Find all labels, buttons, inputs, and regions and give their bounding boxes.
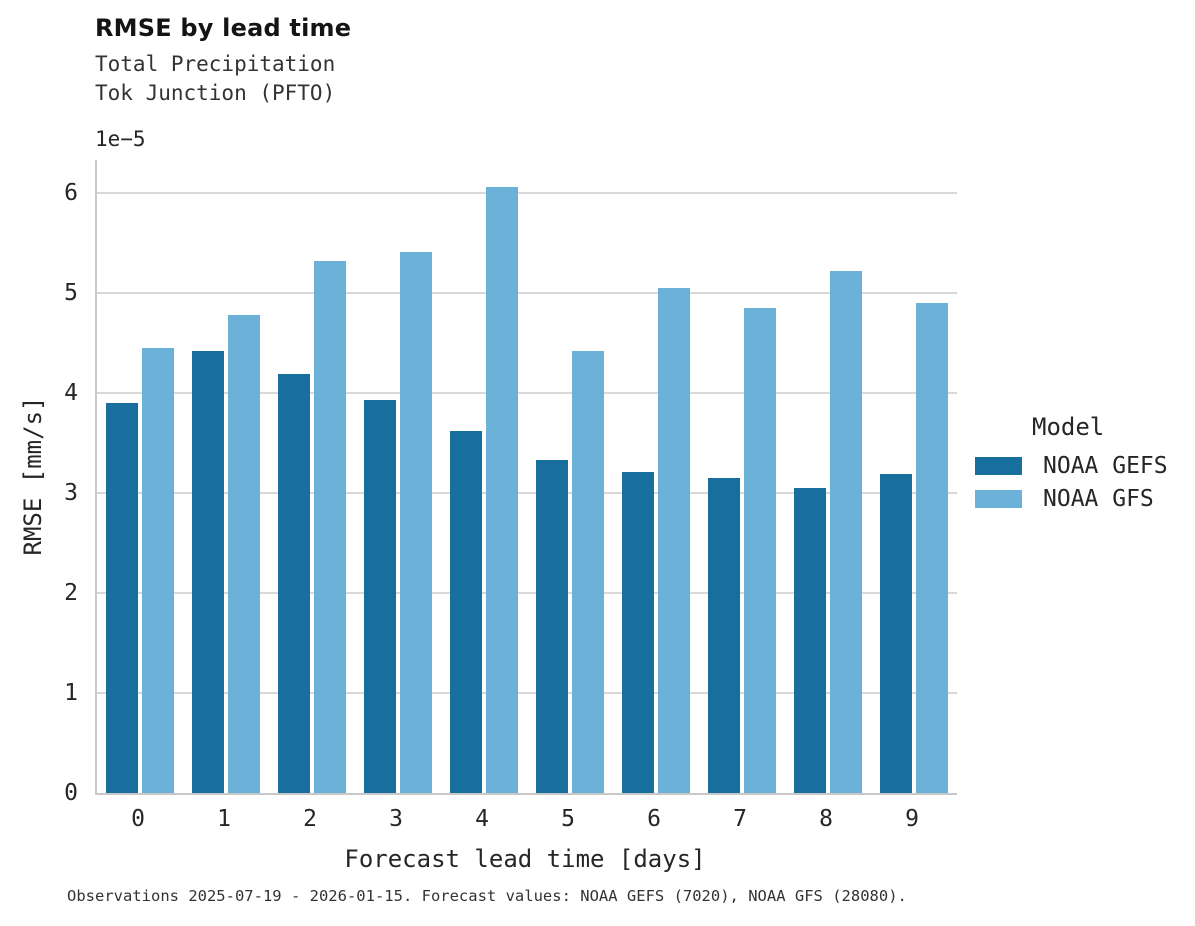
bar-noaa-gefs-lead-7 <box>708 478 740 793</box>
x-tick-label: 1 <box>217 806 231 832</box>
x-tick-label: 6 <box>647 806 661 832</box>
legend-entry-noaa-gefs: NOAA GEFS <box>975 449 1168 482</box>
y-tick-label: 0 <box>64 780 78 806</box>
bar-group-lead-7 <box>699 160 785 793</box>
x-tick-label: 8 <box>819 806 833 832</box>
legend-title: Model <box>1032 413 1105 441</box>
x-tick-label: 3 <box>389 806 403 832</box>
bar-noaa-gefs-lead-4 <box>450 431 482 793</box>
y-tick-label: 1 <box>64 680 78 706</box>
bar-noaa-gfs-lead-4 <box>486 187 518 793</box>
y-tick-label: 6 <box>64 180 78 206</box>
bar-group-lead-8 <box>785 160 871 793</box>
bar-noaa-gefs-lead-2 <box>278 374 310 793</box>
bar-noaa-gefs-lead-5 <box>536 460 568 793</box>
bar-noaa-gfs-lead-2 <box>314 261 346 793</box>
y-tick-label: 4 <box>64 380 78 406</box>
gridline <box>97 292 957 294</box>
bar-noaa-gfs-lead-6 <box>658 288 690 793</box>
bar-group-lead-0 <box>97 160 183 793</box>
y-tick-label: 5 <box>64 280 78 306</box>
bar-group-lead-5 <box>527 160 613 793</box>
x-tick-label: 0 <box>131 806 145 832</box>
bar-group-lead-1 <box>183 160 269 793</box>
plot-area <box>95 160 957 795</box>
x-tick-label: 7 <box>733 806 747 832</box>
bar-noaa-gfs-lead-0 <box>142 348 174 793</box>
footer-caption: Observations 2025-07-19 - 2026-01-15. Fo… <box>67 887 907 905</box>
bar-noaa-gefs-lead-6 <box>622 472 654 793</box>
legend: NOAA GEFS NOAA GFS <box>975 449 1168 515</box>
x-tick-label: 9 <box>905 806 919 832</box>
y-tick-label: 2 <box>64 580 78 606</box>
legend-entry-label: NOAA GFS <box>1043 485 1154 512</box>
bar-group-lead-9 <box>871 160 957 793</box>
bar-noaa-gfs-lead-1 <box>228 315 260 793</box>
legend-entry-label: NOAA GEFS <box>1043 452 1168 479</box>
x-tick-label: 5 <box>561 806 575 832</box>
y-axis-title: RMSE [mm/s] <box>19 396 47 556</box>
bar-group-lead-2 <box>269 160 355 793</box>
bar-noaa-gfs-lead-7 <box>744 308 776 793</box>
y-axis-offset-label: 1e−5 <box>95 127 146 151</box>
bar-group-lead-4 <box>441 160 527 793</box>
x-tick-label: 4 <box>475 806 489 832</box>
chart-title: RMSE by lead time <box>95 14 352 42</box>
gridline <box>97 192 957 194</box>
x-tick-label: 2 <box>303 806 317 832</box>
bar-noaa-gfs-lead-3 <box>400 252 432 793</box>
gridline <box>97 492 957 494</box>
chart-subtitle-variable: Total Precipitation <box>95 52 336 76</box>
gridline <box>97 592 957 594</box>
bars-container <box>97 160 957 793</box>
legend-entry-noaa-gfs: NOAA GFS <box>975 482 1168 515</box>
chart-subtitle-station: Tok Junction (PFTO) <box>95 81 336 105</box>
bar-group-lead-3 <box>355 160 441 793</box>
bar-group-lead-6 <box>613 160 699 793</box>
bar-noaa-gfs-lead-5 <box>572 351 604 793</box>
bar-noaa-gefs-lead-1 <box>192 351 224 793</box>
legend-swatch-icon <box>975 456 1022 475</box>
gridline <box>97 692 957 694</box>
bar-noaa-gefs-lead-8 <box>794 488 826 793</box>
legend-swatch-icon <box>975 489 1022 508</box>
bar-noaa-gefs-lead-3 <box>364 400 396 793</box>
y-tick-label: 3 <box>64 480 78 506</box>
bar-noaa-gfs-lead-9 <box>916 303 948 793</box>
x-axis-title: Forecast lead time [days] <box>344 845 706 873</box>
bar-noaa-gfs-lead-8 <box>830 271 862 793</box>
bar-noaa-gefs-lead-0 <box>106 403 138 793</box>
bar-noaa-gefs-lead-9 <box>880 474 912 793</box>
gridline <box>97 392 957 394</box>
